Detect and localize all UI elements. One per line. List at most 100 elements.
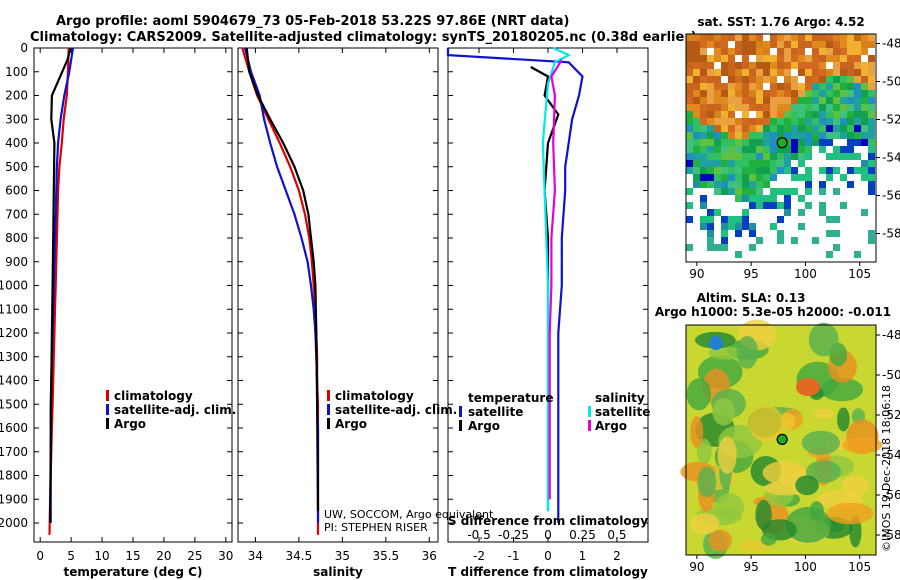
salinity-legend-swatch xyxy=(588,406,591,417)
sst-cell xyxy=(861,97,868,104)
sst-cell xyxy=(868,48,875,55)
sst-cell xyxy=(735,62,742,69)
sst-cell xyxy=(742,34,749,41)
sst-cell xyxy=(756,104,763,111)
sst-cell xyxy=(819,181,826,188)
temperature-xtick-label: 0 xyxy=(36,549,44,563)
sst-cell xyxy=(728,55,735,62)
sst-cell xyxy=(707,216,714,223)
sst-cell xyxy=(721,132,728,139)
sst-cell xyxy=(721,188,728,195)
sst-cell xyxy=(819,132,826,139)
sst-cell xyxy=(861,104,868,111)
sst-cell xyxy=(868,111,875,118)
sst-cell xyxy=(742,209,749,216)
sst-cell xyxy=(700,160,707,167)
sst-cell xyxy=(798,153,805,160)
depth-tick-label: 100 xyxy=(5,65,28,79)
secondary-xtick-label: 0.25 xyxy=(569,528,596,542)
sst-cell xyxy=(812,237,819,244)
sst-cell xyxy=(686,76,693,83)
sst-cell xyxy=(784,83,791,90)
sst-cell xyxy=(868,62,875,69)
sst-cell xyxy=(721,237,728,244)
sst-cell xyxy=(826,48,833,55)
sst-cell xyxy=(784,160,791,167)
difference-xtick-label: 0 xyxy=(544,549,552,563)
sla_map-frame xyxy=(685,324,877,556)
sst-cell xyxy=(770,69,777,76)
temperature-legend-swatch xyxy=(459,406,462,417)
sst-cell xyxy=(861,90,868,97)
sst-cell xyxy=(770,118,777,125)
sst-cell xyxy=(868,90,875,97)
sla_map-ytick-label: -58 xyxy=(882,528,900,542)
sst-cell xyxy=(805,125,812,132)
sst-cell xyxy=(700,111,707,118)
sst-cell xyxy=(798,83,805,90)
sst-cell xyxy=(854,118,861,125)
sst-cell xyxy=(693,55,700,62)
sst-cell xyxy=(700,216,707,223)
sst-cell xyxy=(686,83,693,90)
sst-cell xyxy=(735,181,742,188)
sst-cell xyxy=(735,48,742,55)
sst-cell xyxy=(868,34,875,41)
sst-cell xyxy=(819,55,826,62)
sst-cell xyxy=(735,118,742,125)
sst-cell xyxy=(686,34,693,41)
sst-cell xyxy=(749,118,756,125)
sst-cell xyxy=(805,34,812,41)
sst-cell xyxy=(819,104,826,111)
sst-cell xyxy=(728,125,735,132)
sst-cell xyxy=(826,230,833,237)
sst-cell xyxy=(728,104,735,111)
sst-cell xyxy=(700,69,707,76)
sst-cell xyxy=(700,195,707,202)
sla_map-ytick-label: -52 xyxy=(882,408,900,422)
sst-cell xyxy=(791,69,798,76)
sst-cell xyxy=(707,139,714,146)
sst-cell xyxy=(833,244,840,251)
sst-cell xyxy=(756,125,763,132)
sst-cell xyxy=(854,97,861,104)
sla_map-ytick-label: -50 xyxy=(882,368,900,382)
sst-cell xyxy=(735,111,742,118)
sst-cell xyxy=(742,41,749,48)
sst-cell xyxy=(707,41,714,48)
sla_map-argo-marker xyxy=(776,433,788,445)
sst-cell xyxy=(714,83,721,90)
sst-cell xyxy=(812,55,819,62)
sst-cell xyxy=(812,41,819,48)
temperature-legend-title: temperature xyxy=(468,391,553,405)
salinity-xtick-label: 35 xyxy=(335,549,350,563)
sst-cell xyxy=(721,160,728,167)
sst-cell xyxy=(812,97,819,104)
depth-tick-label: 1000 xyxy=(0,279,28,293)
sst-cell xyxy=(805,188,812,195)
temperature-series-line xyxy=(49,47,75,523)
sst-cell xyxy=(868,174,875,181)
sst-cell xyxy=(756,118,763,125)
salinity-legend-label: satellite-adj. clim. xyxy=(335,403,457,417)
sst-cell xyxy=(707,132,714,139)
sst-cell xyxy=(707,83,714,90)
sst-cell xyxy=(693,90,700,97)
salinity-xlabel: salinity xyxy=(313,565,363,579)
secondary-xtick-label: 0.5 xyxy=(607,528,626,542)
sst-cell xyxy=(693,69,700,76)
sst-cell xyxy=(763,195,770,202)
sst-cell xyxy=(693,97,700,104)
salinity-xtick-label: 36 xyxy=(422,549,437,563)
sst-cell xyxy=(749,83,756,90)
sst-cell xyxy=(847,132,854,139)
sst-cell xyxy=(770,104,777,111)
sst-cell xyxy=(756,111,763,118)
sst-cell xyxy=(707,97,714,104)
sst-cell xyxy=(812,111,819,118)
sst-cell xyxy=(868,188,875,195)
depth-tick-label: 600 xyxy=(5,184,28,198)
temperature-xtick-label: 15 xyxy=(125,549,140,563)
sst_map-xtick-label: 90 xyxy=(689,267,704,281)
sst-cell xyxy=(819,83,826,90)
